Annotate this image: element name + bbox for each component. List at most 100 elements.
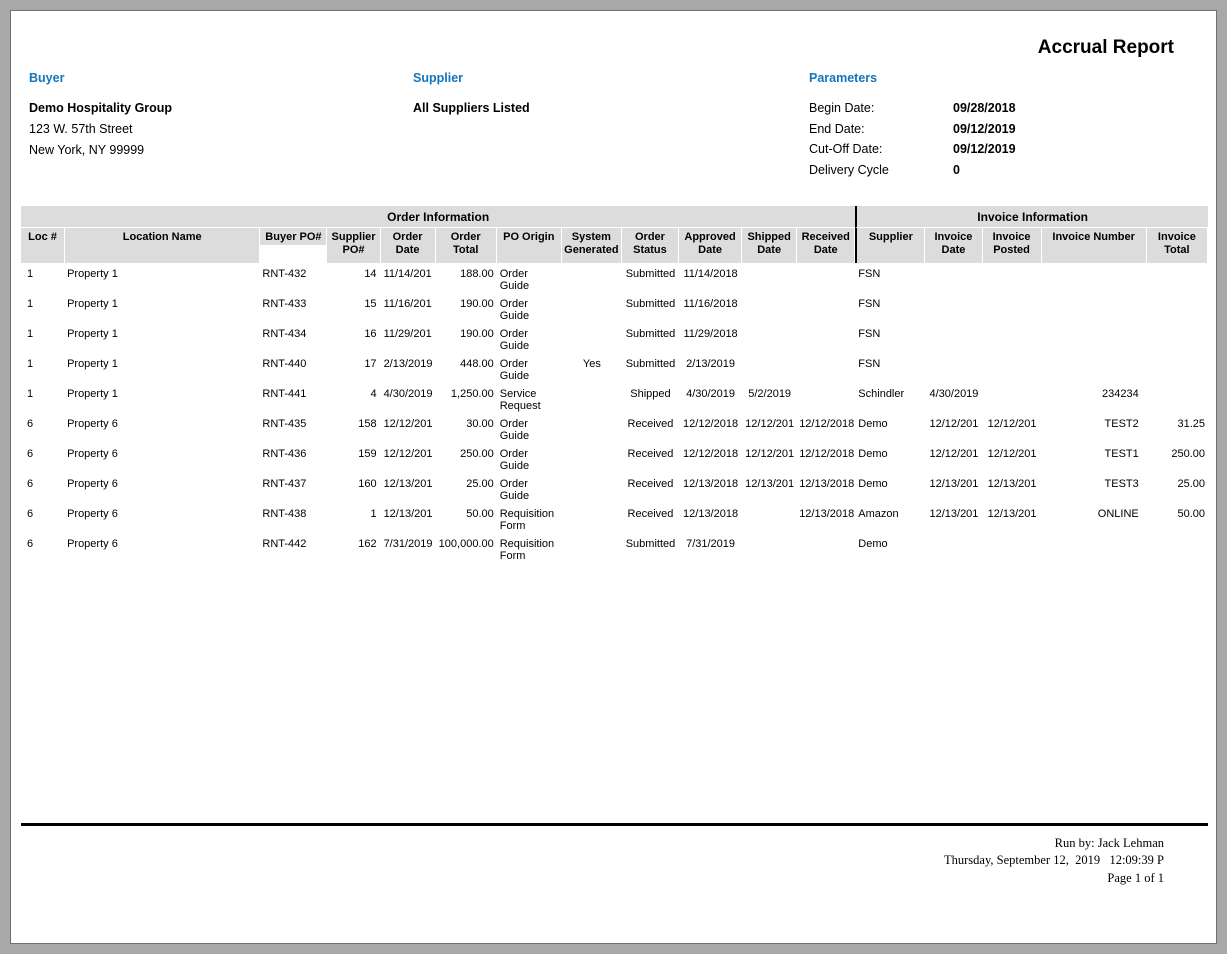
cell-location_name: Property 6 (65, 473, 260, 503)
cell-order_date: 11/14/201 (381, 263, 436, 293)
cell-buyer_po: RNT-438 (260, 503, 327, 533)
cell-system_generated (562, 443, 622, 473)
cell-order_date: 4/30/2019 (381, 383, 436, 413)
cell-po_origin: Requisition Form (497, 533, 562, 563)
cell-invoice_total (1147, 293, 1208, 323)
cell-order_status: Submitted (622, 533, 679, 563)
parameter-row: Delivery Cycle0 (809, 160, 1208, 181)
cell-order_status: Shipped (622, 383, 679, 413)
cell-received_date (797, 353, 855, 383)
cell-order_date: 12/13/201 (381, 503, 436, 533)
cell-loc: 1 (21, 263, 65, 293)
cell-order_total: 30.00 (436, 413, 497, 443)
cell-invoice_date: 12/12/201 (925, 413, 982, 443)
column-header-invoice_date: Invoice Date (925, 228, 982, 263)
cell-location_name: Property 1 (65, 293, 260, 323)
cell-po_origin: Order Guide (497, 323, 562, 353)
cell-supplier: FSN (855, 323, 925, 353)
cell-invoice_date (925, 263, 982, 293)
cell-order_total: 190.00 (436, 323, 497, 353)
cell-invoice_total: 250.00 (1147, 443, 1208, 473)
cell-order_date: 11/16/201 (381, 293, 436, 323)
cell-received_date (797, 293, 855, 323)
cell-supplier_po: 17 (327, 353, 380, 383)
cell-shipped_date (742, 533, 797, 563)
footer-datetime: Thursday, September 12, 2019 12:09:39 P (19, 852, 1164, 870)
column-header-order_status: Order Status (622, 228, 679, 263)
cell-shipped_date (742, 323, 797, 353)
cell-invoice_date (925, 323, 982, 353)
table-row: 1Property 1RNT-4341611/29/201190.00Order… (21, 323, 1208, 353)
cell-invoice_date: 12/13/201 (925, 473, 982, 503)
cell-supplier_po: 15 (327, 293, 380, 323)
cell-po_origin: Requisition Form (497, 503, 562, 533)
column-header-location_name: Location Name (65, 228, 260, 263)
cell-loc: 1 (21, 353, 65, 383)
cell-invoice_posted (983, 383, 1042, 413)
cell-order_status: Submitted (622, 353, 679, 383)
cell-invoice_posted: 12/12/201 (983, 443, 1042, 473)
column-header-order_date: Order Date (381, 228, 436, 263)
footer-page-number: Page 1 of 1 (19, 870, 1164, 888)
cell-invoice_posted (983, 533, 1042, 563)
cell-order_status: Received (622, 473, 679, 503)
parameter-value: 0 (953, 163, 960, 177)
cell-buyer_po: RNT-441 (260, 383, 327, 413)
cell-order_date: 2/13/2019 (381, 353, 436, 383)
cell-invoice_posted: 12/12/201 (983, 413, 1042, 443)
supplier-value: All Suppliers Listed (413, 98, 809, 119)
table-row: 1Property 1RNT-4321411/14/201188.00Order… (21, 263, 1208, 293)
cell-buyer_po: RNT-433 (260, 293, 327, 323)
cell-approved_date: 11/29/2018 (679, 323, 742, 353)
cell-order_date: 11/29/201 (381, 323, 436, 353)
cell-loc: 6 (21, 503, 65, 533)
cell-location_name: Property 6 (65, 413, 260, 443)
cell-invoice_posted (983, 293, 1042, 323)
cell-invoice_date: 12/13/201 (925, 503, 982, 533)
cell-invoice_date: 12/12/201 (925, 443, 982, 473)
cell-invoice_posted (983, 353, 1042, 383)
group-header: Invoice Information (855, 206, 1208, 228)
cell-invoice_number: 234234 (1042, 383, 1147, 413)
cell-buyer_po: RNT-432 (260, 263, 327, 293)
column-header-system_generated: System Generated (562, 228, 622, 263)
cell-received_date (797, 383, 855, 413)
cell-invoice_posted (983, 323, 1042, 353)
parameter-value: 09/12/2019 (953, 142, 1016, 156)
column-header-buyer_po: Buyer PO# (260, 228, 327, 263)
parameters-section: Parameters Begin Date:09/28/2018End Date… (809, 71, 1208, 180)
cell-location_name: Property 1 (65, 323, 260, 353)
cell-order_status: Submitted (622, 263, 679, 293)
buyer-address-line2: New York, NY 99999 (29, 140, 413, 161)
table-row: 6Property 6RNT-4421627/31/2019100,000.00… (21, 533, 1208, 563)
cell-supplier_po: 14 (327, 263, 380, 293)
column-header-invoice_number: Invoice Number (1042, 228, 1147, 263)
column-header-po_origin: PO Origin (497, 228, 562, 263)
cell-shipped_date: 5/2/2019 (742, 383, 797, 413)
cell-order_status: Received (622, 443, 679, 473)
footer-divider (21, 823, 1208, 826)
cell-invoice_posted: 12/13/201 (983, 473, 1042, 503)
cell-invoice_total (1147, 383, 1208, 413)
column-header-supplier: Supplier (855, 228, 925, 263)
cell-buyer_po: RNT-442 (260, 533, 327, 563)
cell-invoice_number (1042, 533, 1147, 563)
cell-location_name: Property 1 (65, 353, 260, 383)
cell-order_total: 50.00 (436, 503, 497, 533)
parameter-label: End Date: (809, 119, 953, 140)
cell-system_generated (562, 413, 622, 443)
cell-invoice_date (925, 533, 982, 563)
buyer-section-label: Buyer (29, 71, 413, 85)
cell-location_name: Property 6 (65, 443, 260, 473)
cell-received_date: 12/13/2018 (797, 503, 855, 533)
parameter-row: End Date:09/12/2019 (809, 119, 1208, 140)
parameter-label: Begin Date: (809, 98, 953, 119)
parameter-row: Begin Date:09/28/2018 (809, 98, 1208, 119)
cell-order_status: Received (622, 413, 679, 443)
column-header-invoice_total: Invoice Total (1147, 228, 1208, 263)
cell-supplier: Demo (855, 413, 925, 443)
parameter-value: 09/12/2019 (953, 122, 1016, 136)
column-header-invoice_posted: Invoice Posted (983, 228, 1042, 263)
cell-system_generated (562, 323, 622, 353)
cell-shipped_date: 12/12/201 (742, 443, 797, 473)
